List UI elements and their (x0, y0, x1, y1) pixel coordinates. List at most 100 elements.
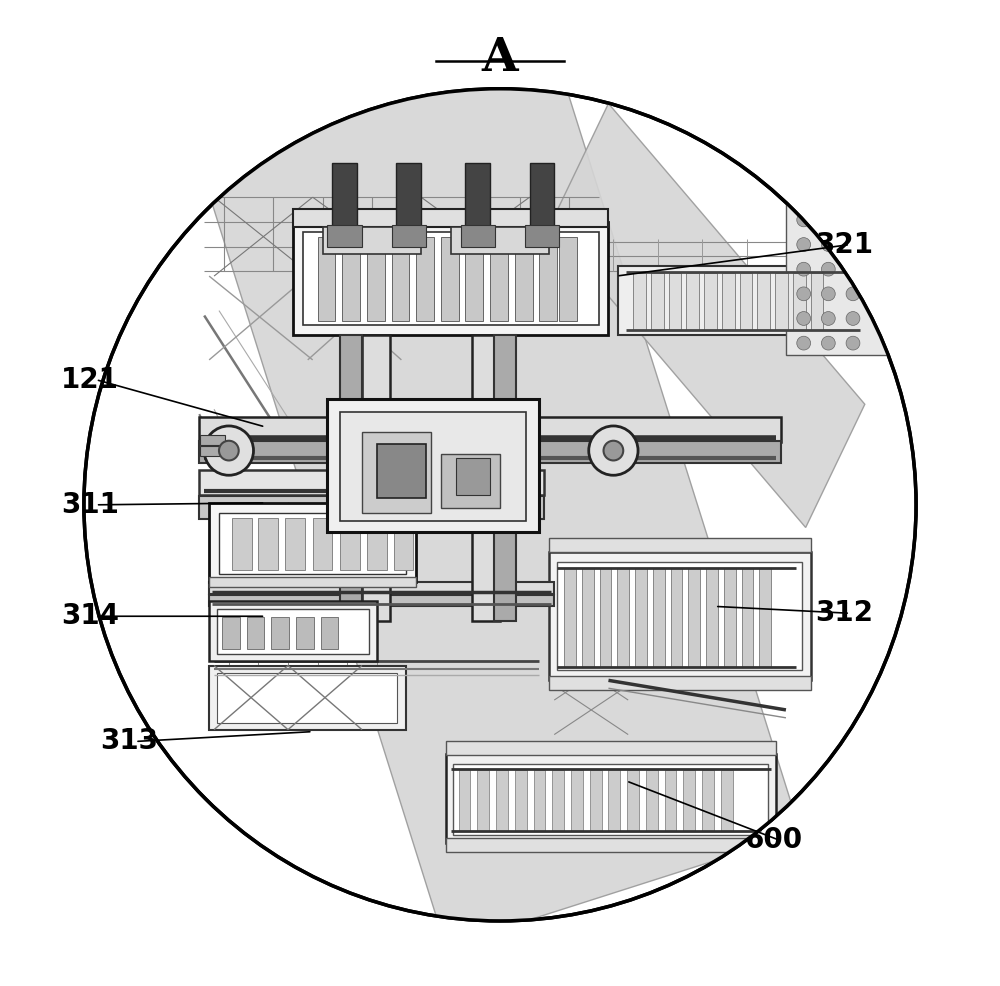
Text: 312: 312 (816, 599, 874, 627)
Bar (793, 273, 806, 330)
Bar (209, 666, 406, 730)
Bar (600, 568, 611, 667)
Bar (209, 595, 554, 606)
Circle shape (797, 188, 811, 202)
Bar (627, 770, 639, 831)
Bar (590, 770, 602, 831)
Bar (515, 770, 527, 831)
Bar (559, 237, 577, 321)
Bar (200, 446, 225, 456)
Bar (671, 568, 682, 667)
Bar (582, 568, 594, 667)
Bar (617, 568, 629, 667)
Text: 313: 313 (101, 728, 159, 755)
Bar (742, 568, 753, 667)
Circle shape (821, 287, 835, 301)
Bar (285, 518, 305, 570)
Bar (199, 470, 544, 495)
Bar (618, 266, 865, 335)
Circle shape (821, 262, 835, 276)
Bar (209, 582, 554, 594)
Circle shape (604, 441, 623, 460)
Bar (633, 273, 646, 330)
Bar (721, 770, 733, 831)
Bar (465, 163, 490, 227)
Bar (465, 237, 483, 321)
Bar (724, 568, 736, 667)
Circle shape (821, 213, 835, 227)
Bar (394, 518, 413, 570)
Text: A: A (482, 35, 518, 81)
Bar (552, 770, 564, 831)
Bar (247, 617, 264, 649)
Bar (534, 770, 545, 831)
Bar (757, 273, 770, 330)
Bar (321, 617, 338, 649)
Bar (327, 225, 362, 246)
Bar (706, 568, 718, 667)
Text: 321: 321 (816, 231, 874, 258)
Circle shape (797, 312, 811, 325)
Bar (446, 754, 776, 843)
Bar (688, 568, 700, 667)
Circle shape (846, 262, 860, 276)
Circle shape (821, 188, 835, 202)
Bar (571, 770, 583, 831)
Bar (340, 518, 360, 570)
Bar (702, 770, 714, 831)
Circle shape (821, 238, 835, 251)
Bar (451, 227, 549, 254)
Bar (665, 770, 676, 831)
Bar (557, 562, 802, 670)
Bar (367, 518, 387, 570)
Bar (453, 764, 768, 835)
Bar (686, 273, 699, 330)
Bar (392, 225, 426, 246)
Bar (446, 741, 776, 755)
Bar (271, 617, 289, 649)
Circle shape (797, 213, 811, 227)
Bar (219, 513, 406, 574)
Bar (199, 417, 781, 442)
Bar (209, 503, 416, 582)
Bar (549, 676, 811, 690)
Bar (472, 335, 500, 621)
Circle shape (846, 188, 860, 202)
Bar (332, 163, 357, 227)
Bar (740, 273, 752, 330)
Bar (367, 237, 385, 321)
Bar (759, 568, 771, 667)
Bar (494, 335, 516, 621)
Bar (477, 770, 489, 831)
Bar (441, 454, 500, 508)
Bar (199, 496, 544, 519)
Bar (651, 273, 664, 330)
Bar (786, 163, 894, 355)
Bar (293, 209, 608, 227)
Bar (441, 237, 459, 321)
Text: 314: 314 (61, 602, 119, 630)
Polygon shape (549, 104, 865, 528)
Bar (416, 237, 434, 321)
Bar (342, 237, 360, 321)
Bar (217, 673, 397, 723)
Circle shape (846, 213, 860, 227)
Bar (515, 237, 533, 321)
Bar (549, 552, 811, 680)
Bar (490, 237, 508, 321)
Bar (539, 237, 557, 321)
Bar (525, 225, 559, 246)
Bar (313, 518, 332, 570)
Circle shape (797, 287, 811, 301)
Bar (209, 577, 416, 587)
Bar (396, 163, 421, 227)
Bar (327, 399, 539, 532)
Circle shape (589, 426, 638, 475)
Bar (669, 273, 681, 330)
Bar (200, 435, 225, 445)
Circle shape (846, 238, 860, 251)
Bar (323, 227, 421, 254)
Bar (775, 273, 788, 330)
Circle shape (204, 426, 254, 475)
Bar (653, 568, 665, 667)
